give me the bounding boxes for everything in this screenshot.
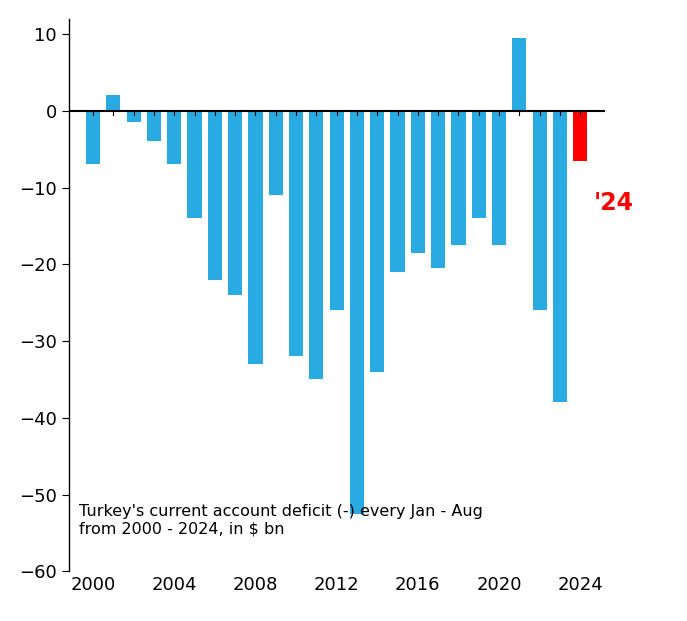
Bar	[573, 111, 587, 161]
Bar	[451, 111, 466, 245]
Bar	[553, 111, 567, 402]
Bar	[513, 38, 526, 111]
Bar	[289, 111, 303, 356]
Bar	[411, 111, 425, 253]
Bar	[228, 111, 243, 295]
Text: '24: '24	[594, 191, 633, 215]
Bar	[86, 111, 100, 165]
Bar	[370, 111, 384, 372]
Bar	[330, 111, 344, 310]
Bar	[532, 111, 547, 310]
Bar	[126, 111, 141, 122]
Bar	[167, 111, 181, 165]
Bar	[106, 96, 120, 111]
Bar	[147, 111, 161, 142]
Bar	[269, 111, 283, 195]
Bar	[309, 111, 324, 379]
Bar	[248, 111, 262, 364]
Text: Turkey's current account deficit (-) every Jan - Aug
from 2000 - 2024, in $ bn: Turkey's current account deficit (-) eve…	[79, 504, 483, 537]
Bar	[390, 111, 405, 272]
Bar	[431, 111, 445, 268]
Bar	[492, 111, 506, 245]
Bar	[350, 111, 364, 514]
Bar	[207, 111, 222, 279]
Bar	[471, 111, 486, 218]
Bar	[188, 111, 202, 218]
